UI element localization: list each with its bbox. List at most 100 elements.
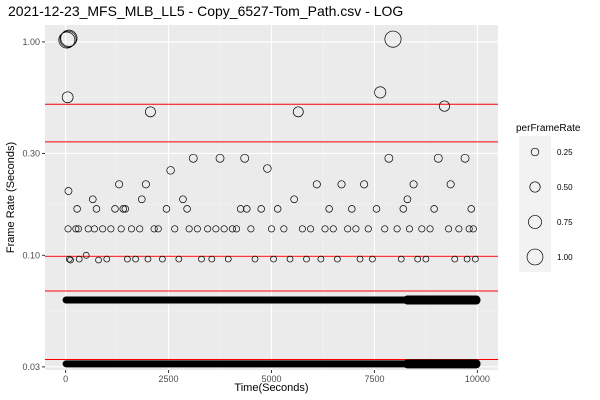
- data-point: [384, 30, 402, 48]
- data-point: [334, 255, 341, 263]
- data-point: [208, 255, 216, 263]
- legend-key: [530, 147, 540, 157]
- data-point: [280, 225, 288, 233]
- data-point: [179, 195, 187, 204]
- data-point: [58, 31, 76, 49]
- data-point: [193, 225, 201, 233]
- data-point: [99, 225, 107, 233]
- data-point: [329, 225, 337, 233]
- data-point: [372, 205, 381, 213]
- data-point: [257, 205, 265, 213]
- data-point: [132, 255, 139, 263]
- y-tick-label: 0.10: [22, 250, 40, 260]
- x-tick-label: 2500: [159, 374, 179, 384]
- data-point: [183, 205, 191, 213]
- data-point: [337, 180, 346, 189]
- dense-point-band-edge: [403, 359, 481, 369]
- data-point: [356, 255, 364, 263]
- data-point: [414, 255, 422, 263]
- data-point: [399, 205, 407, 213]
- legend-label: 0.25: [557, 148, 573, 157]
- data-point: [467, 205, 475, 213]
- data-point: [188, 153, 198, 163]
- data-point: [92, 205, 101, 213]
- data-point: [312, 180, 321, 189]
- data-point: [115, 180, 124, 189]
- data-point: [433, 153, 443, 163]
- data-point: [154, 225, 162, 233]
- y-tick-label: 0.03: [22, 362, 40, 372]
- data-point: [247, 225, 255, 233]
- data-point: [175, 255, 183, 263]
- legend-key: [528, 215, 542, 229]
- data-point: [463, 255, 471, 263]
- data-point: [460, 153, 470, 163]
- data-point: [127, 225, 136, 233]
- data-point: [212, 225, 220, 233]
- data-point: [307, 225, 315, 233]
- data-point: [465, 225, 473, 233]
- legend-label: 0.75: [557, 218, 573, 227]
- data-point: [121, 205, 130, 213]
- data-point: [384, 153, 394, 163]
- data-point: [321, 225, 329, 233]
- data-point: [397, 255, 405, 263]
- data-point: [141, 180, 150, 189]
- data-point: [426, 225, 434, 233]
- legend-label: 1.00: [557, 253, 573, 262]
- data-point: [82, 251, 90, 259]
- data-point: [469, 225, 477, 233]
- data-point: [270, 255, 277, 263]
- data-point: [103, 255, 111, 263]
- x-tick-label: 5000: [261, 374, 281, 384]
- data-point: [159, 255, 166, 263]
- data-point: [136, 225, 144, 233]
- data-point: [59, 30, 77, 48]
- data-point: [119, 205, 127, 213]
- data-point: [228, 225, 236, 233]
- x-tick-label: 0: [63, 374, 68, 384]
- data-point: [409, 180, 418, 189]
- data-point: [64, 225, 72, 233]
- axes: 0 2500 5000 7500 10000 0.03 0.10 0.30 1.00: [22, 37, 489, 384]
- data-point: [325, 205, 333, 213]
- data-point: [455, 225, 463, 233]
- data-point: [95, 256, 102, 264]
- data-point: [111, 205, 119, 213]
- dense-point-band-edge: [403, 295, 481, 305]
- data-point: [65, 255, 73, 263]
- data-point: [263, 164, 272, 173]
- dense-bands: [62, 295, 481, 369]
- data-point: [215, 153, 225, 163]
- data-point: [418, 225, 426, 233]
- x-axis-title: Time(Seconds): [234, 382, 308, 394]
- data-point: [422, 255, 430, 263]
- data-point: [107, 225, 115, 233]
- data-point: [144, 255, 152, 263]
- data-point: [74, 225, 82, 233]
- data-point: [267, 225, 276, 233]
- data-point: [381, 225, 389, 233]
- data-point: [198, 255, 205, 263]
- dense-point-band: [62, 296, 481, 304]
- data-point: [171, 225, 179, 233]
- data-point: [145, 106, 156, 118]
- legend-key: [526, 248, 544, 266]
- data-point: [364, 225, 372, 233]
- data-point: [240, 153, 250, 163]
- data-point: [290, 195, 298, 204]
- y-tick-label: 1.00: [22, 37, 40, 47]
- data-point: [292, 106, 304, 118]
- data-point: [137, 195, 146, 204]
- x-tick-label: 10000: [465, 374, 490, 384]
- data-point: [61, 91, 74, 104]
- legend-label: 0.50: [557, 183, 573, 192]
- data-point: [236, 205, 245, 213]
- data-point: [348, 205, 356, 213]
- data-point: [438, 100, 451, 112]
- data-point: [251, 255, 259, 263]
- dense-point-band: [62, 360, 481, 368]
- data-point: [451, 255, 459, 263]
- legend: perFrameRate 0.25 0.50 0.75 1.00: [516, 123, 581, 272]
